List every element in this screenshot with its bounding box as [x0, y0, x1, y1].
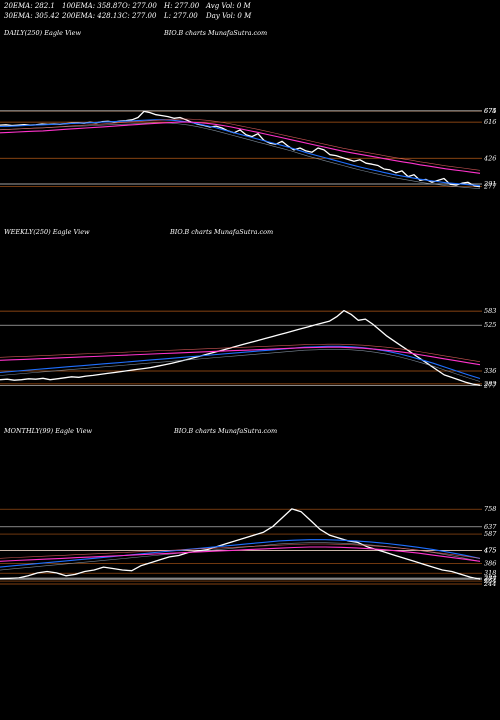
- price-label: 277: [483, 381, 497, 389]
- price-label: 283: [483, 380, 496, 388]
- price-label: 277: [483, 183, 497, 191]
- panel-label-daily: DAILY(250) Eagle View: [4, 29, 82, 37]
- watermark-daily: BIO.B charts MunafaSutra.com: [164, 29, 268, 37]
- series-price: [0, 508, 481, 580]
- panel-label-weekly: WEEKLY(250) Eagle View: [4, 228, 90, 236]
- series-ema-short: [0, 345, 481, 380]
- watermark-monthly: BIO.B charts MunafaSutra.com: [174, 427, 278, 435]
- series-ema-long-companion: [0, 118, 481, 171]
- price-label: 637: [484, 523, 497, 531]
- price-label: 284: [483, 574, 496, 582]
- series-ema-long: [0, 346, 481, 366]
- price-label: 244: [483, 580, 496, 588]
- series-ema-short: [0, 539, 481, 568]
- price-label: 675: [484, 107, 496, 115]
- series-price: [0, 110, 481, 188]
- header-high: H: 277.00: [164, 2, 200, 10]
- series-ema-long-companion: [0, 543, 481, 559]
- panel-label-monthly: MONTHLY(99) Eagle View: [4, 427, 93, 435]
- price-label: 386: [484, 559, 496, 567]
- price-label: 264: [483, 577, 496, 585]
- series-ema-long: [0, 121, 481, 174]
- price-label: 758: [484, 505, 496, 513]
- series-price: [0, 309, 481, 386]
- price-label: 475: [483, 546, 496, 554]
- price-label: 587: [484, 530, 497, 538]
- header-close: C: 277.00: [122, 12, 157, 20]
- series-ema-short: [0, 119, 481, 187]
- price-label: 583: [484, 307, 496, 315]
- price-label: 674: [484, 107, 496, 115]
- header-30ema: 30EMA: 305.42: [4, 12, 60, 20]
- series-ema-short-companion: [0, 122, 481, 189]
- header-200ema: 200EMA: 428.13: [62, 12, 122, 20]
- series-ema-long: [0, 546, 481, 562]
- header-avg-vol: Avg Vol: 0 M: [206, 2, 251, 10]
- price-label: 616: [484, 118, 496, 126]
- header-low: L: 277.00: [164, 12, 198, 20]
- series-ema-short-companion: [0, 349, 481, 382]
- price-label: 277: [483, 575, 497, 583]
- watermark-weekly: BIO.B charts MunafaSutra.com: [170, 228, 274, 236]
- price-label: 336: [484, 367, 496, 375]
- price-label: 426: [483, 154, 496, 162]
- price-label: 318: [484, 569, 496, 577]
- header-100ema: 100EMA: 358.87: [62, 2, 122, 10]
- header-day-vol: Day Vol: 0 M: [206, 12, 252, 20]
- price-label: 475: [483, 546, 496, 554]
- header-20ema: 20EMA: 282.1: [4, 2, 55, 10]
- price-label: 525: [484, 321, 496, 329]
- series-ema-long-companion: [0, 343, 481, 362]
- header-open: O: 277.00: [122, 2, 157, 10]
- price-label: 291: [483, 180, 496, 188]
